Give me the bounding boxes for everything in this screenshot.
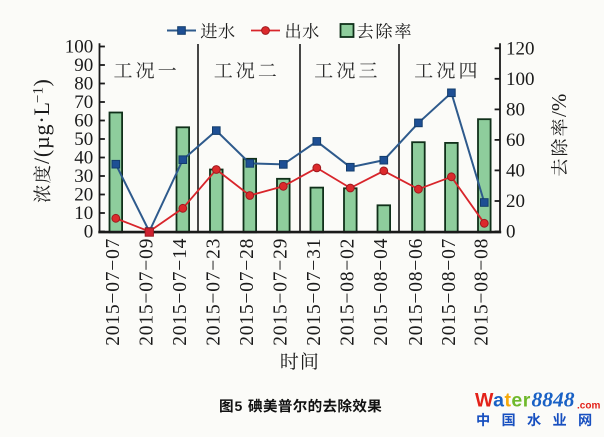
svg-text:Water: Water [475,390,531,412]
svg-text:2015−08−04: 2015−08−04 [371,238,392,346]
svg-text:80: 80 [74,74,93,95]
svg-text:120: 120 [506,38,535,59]
svg-text:20: 20 [506,191,525,212]
svg-text:50: 50 [74,129,93,150]
svg-text:2015−07−23: 2015−07−23 [204,238,225,346]
svg-text:40: 40 [74,148,93,169]
svg-text:): ) [29,79,54,86]
svg-text:5: 5 [235,398,243,414]
svg-text:40: 40 [506,160,525,181]
svg-text:2015−07−29: 2015−07−29 [271,238,292,346]
svg-text:2015−07−14: 2015−07−14 [170,238,191,346]
svg-text:30: 30 [74,166,93,187]
svg-text:20: 20 [74,185,93,206]
svg-text:2015−08−02: 2015−08−02 [338,238,359,346]
svg-text:100: 100 [506,69,535,90]
svg-text:60: 60 [506,130,525,151]
svg-text:60: 60 [74,111,93,132]
svg-text:8848: 8848 [532,388,575,412]
svg-text:2015−07−31: 2015−07−31 [304,238,325,346]
svg-text:90: 90 [74,55,93,76]
svg-text:/%: /% [547,94,571,117]
svg-text:2015−08−08: 2015−08−08 [472,238,493,346]
svg-text:2015−07−28: 2015−07−28 [237,238,258,346]
svg-text:10: 10 [74,203,93,224]
svg-text:80: 80 [506,99,525,120]
svg-text:0: 0 [84,222,94,243]
svg-text:2015−07−07: 2015−07−07 [103,238,124,346]
svg-text:2015−08−06: 2015−08−06 [406,238,427,346]
svg-text:.com: .com [577,401,600,412]
svg-text:70: 70 [74,92,93,113]
svg-text:0: 0 [506,222,516,243]
svg-text:/(µg·L: /(µg·L [29,101,54,164]
svg-text:2015−07−09: 2015−07−09 [137,238,158,346]
svg-text:−1: −1 [31,87,47,103]
svg-text:100: 100 [65,37,94,58]
svg-text:2015−08−07: 2015−08−07 [439,238,460,346]
